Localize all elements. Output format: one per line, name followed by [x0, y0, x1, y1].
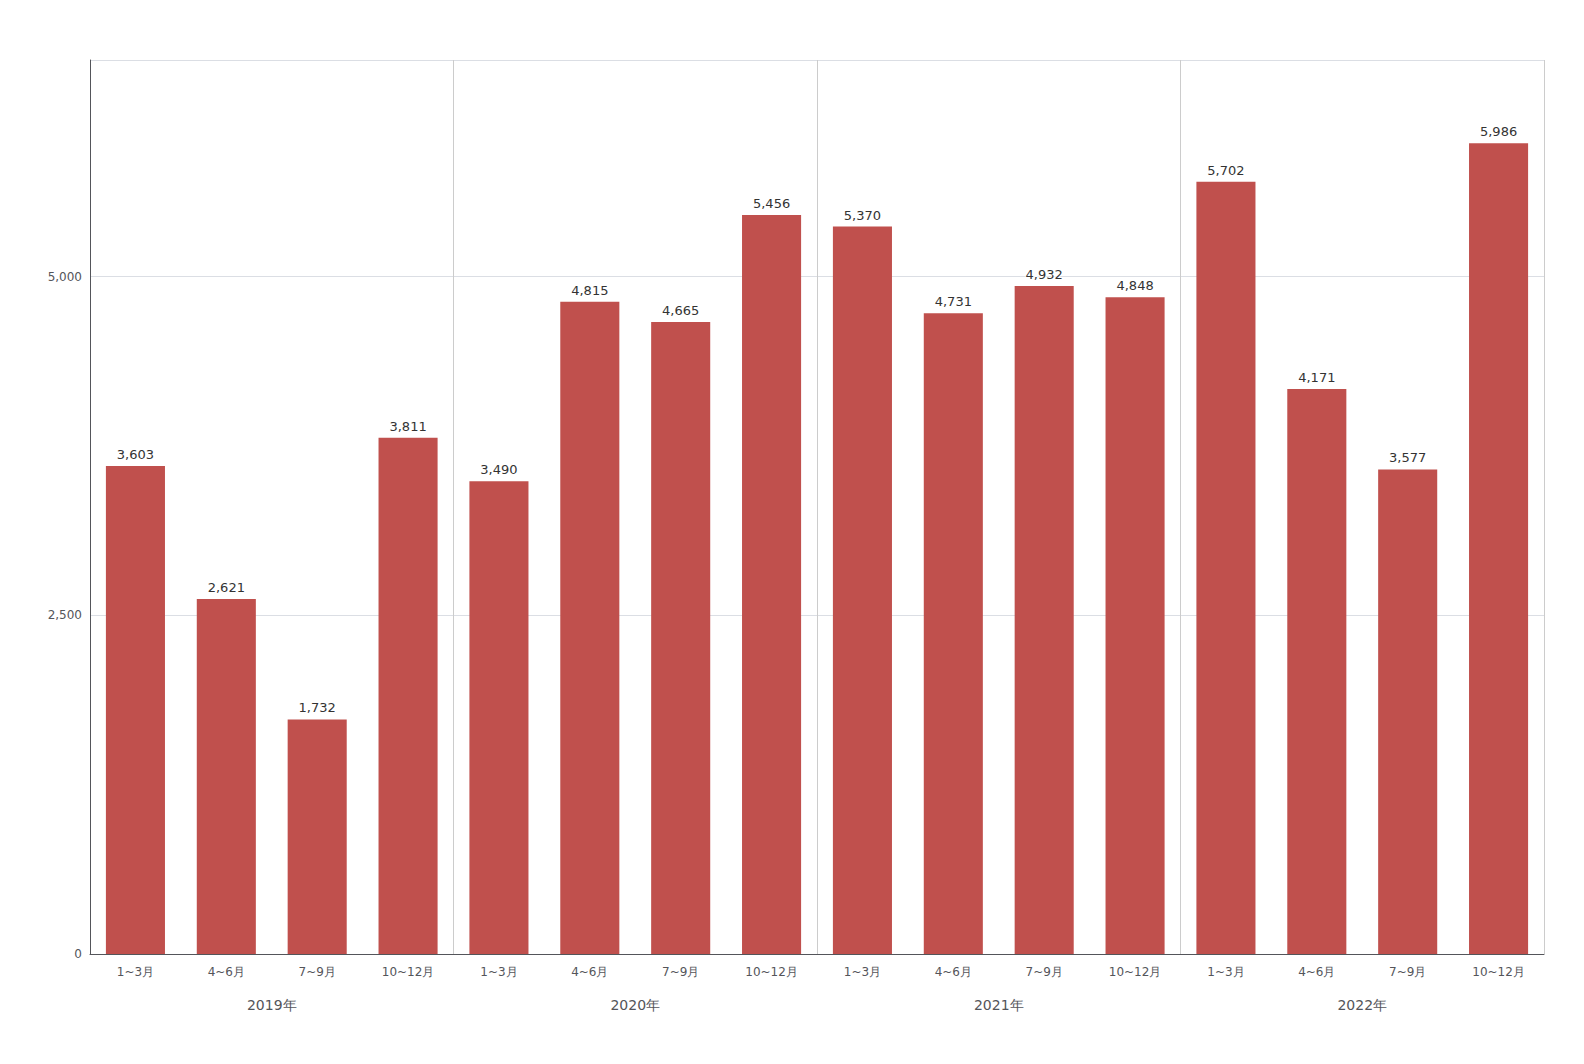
svg-text:4~6月: 4~6月 — [1298, 965, 1335, 979]
svg-text:4,731: 4,731 — [935, 294, 972, 309]
svg-text:5,000: 5,000 — [48, 270, 82, 284]
svg-text:10~12月: 10~12月 — [1109, 965, 1162, 979]
svg-text:2019年: 2019年 — [247, 997, 297, 1013]
svg-text:4,815: 4,815 — [571, 283, 608, 298]
svg-text:2020年: 2020年 — [610, 997, 660, 1013]
svg-text:4,932: 4,932 — [1026, 267, 1063, 282]
svg-text:0: 0 — [74, 947, 82, 961]
svg-text:2021年: 2021年 — [974, 997, 1024, 1013]
svg-text:5,702: 5,702 — [1207, 163, 1244, 178]
svg-text:7~9月: 7~9月 — [1026, 965, 1063, 979]
svg-text:3,603: 3,603 — [117, 447, 154, 462]
svg-text:7~9月: 7~9月 — [1389, 965, 1426, 979]
svg-text:2,500: 2,500 — [48, 608, 82, 622]
svg-text:4~6月: 4~6月 — [571, 965, 608, 979]
svg-text:10~12月: 10~12月 — [745, 965, 798, 979]
svg-text:5,370: 5,370 — [844, 208, 881, 223]
svg-text:3,577: 3,577 — [1389, 450, 1426, 465]
svg-text:1~3月: 1~3月 — [844, 965, 881, 979]
svg-text:10~12月: 10~12月 — [1472, 965, 1525, 979]
svg-text:4,848: 4,848 — [1116, 278, 1153, 293]
svg-text:1~3月: 1~3月 — [1207, 965, 1244, 979]
svg-text:5,456: 5,456 — [753, 196, 790, 211]
svg-text:1,732: 1,732 — [299, 700, 336, 715]
svg-text:3,811: 3,811 — [389, 419, 426, 434]
svg-text:7~9月: 7~9月 — [662, 965, 699, 979]
svg-text:4~6月: 4~6月 — [935, 965, 972, 979]
svg-text:10~12月: 10~12月 — [382, 965, 435, 979]
svg-text:2,621: 2,621 — [208, 580, 245, 595]
svg-text:4,171: 4,171 — [1298, 370, 1335, 385]
svg-text:2022年: 2022年 — [1337, 997, 1387, 1013]
svg-text:1~3月: 1~3月 — [480, 965, 517, 979]
svg-text:7~9月: 7~9月 — [299, 965, 336, 979]
svg-text:3,490: 3,490 — [480, 462, 517, 477]
svg-text:4,665: 4,665 — [662, 303, 699, 318]
svg-text:4~6月: 4~6月 — [208, 965, 245, 979]
svg-text:5,986: 5,986 — [1480, 124, 1517, 139]
svg-text:1~3月: 1~3月 — [117, 965, 154, 979]
